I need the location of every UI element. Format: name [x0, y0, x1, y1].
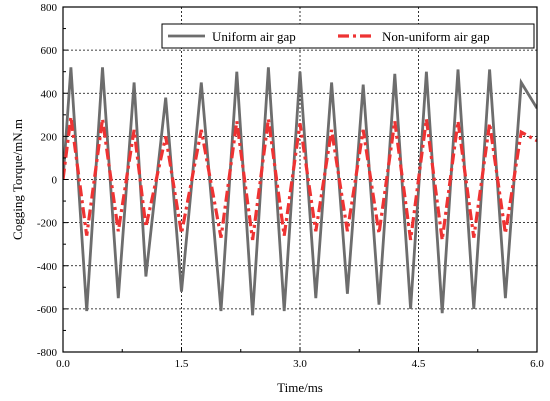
x-tick-label: 6.0 [530, 358, 544, 370]
y-tick-label: -600 [37, 304, 58, 316]
y-tick-label: 600 [41, 45, 58, 57]
y-tick-label: 800 [41, 2, 58, 14]
legend-label: Uniform air gap [212, 29, 296, 44]
y-tick-label: -800 [37, 347, 58, 359]
y-tick-label: -200 [37, 218, 58, 230]
x-axis-title: Time/ms [277, 380, 323, 395]
series-line-uniform [63, 67, 537, 316]
x-tick-label: 1.5 [175, 358, 189, 370]
y-axis-title: Cogging Torque/mN.m [10, 119, 25, 240]
y-tick-label: 400 [41, 88, 58, 100]
series-line-non-uniform [63, 116, 537, 241]
series-layer [63, 67, 537, 316]
x-tick-label: 3.0 [293, 358, 307, 370]
legend-label: Non-uniform air gap [382, 29, 490, 44]
legend: Uniform air gap Non-uniform air gap [161, 23, 535, 49]
y-tick-label: -400 [37, 261, 58, 273]
y-tick-label: 0 [52, 175, 58, 187]
ticks: -800 -600 -400 -200 0 200 400 600 800 0.0 1.5 3.0 4.… [37, 2, 545, 370]
y-tick-label: 200 [41, 131, 58, 143]
x-tick-label: 0.0 [56, 358, 70, 370]
x-tick-label: 4.5 [412, 358, 426, 370]
grid [63, 7, 537, 352]
